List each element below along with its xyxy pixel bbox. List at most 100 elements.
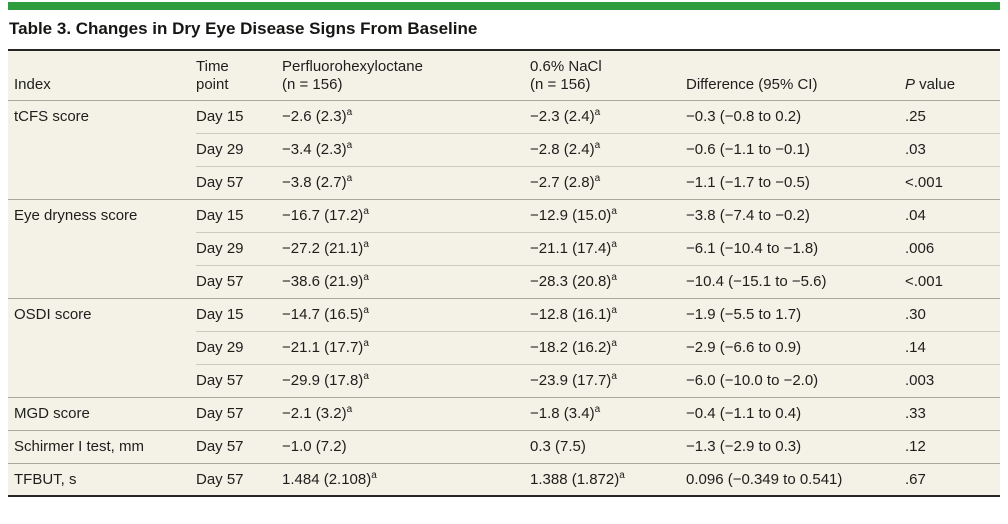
time-cell: Day 57 [196, 429, 282, 463]
table-row: MGD score Day 57 −2.1 (3.2)a −1.8 (3.4)a… [8, 396, 1000, 430]
footnote-marker: a [371, 469, 377, 481]
table-row: TFBUT, s Day 57 1.484 (2.108)a 1.388 (1.… [8, 462, 1000, 496]
footnote-marker: a [363, 272, 369, 283]
index-cell: MGD score [8, 396, 196, 430]
table-row: Day 29 −3.4 (2.3)a −2.8 (2.4)a −0.6 (−1.… [8, 132, 1000, 166]
time-cell: Day 15 [196, 99, 282, 133]
index-cell: TFBUT, s [8, 462, 196, 496]
nacl-value: −21.1 (17.4) [530, 240, 612, 257]
index-cell [8, 133, 196, 166]
footnote-marker: a [363, 305, 369, 316]
p-value-cell: .14 [905, 330, 1000, 364]
difference-cell: −6.0 (−10.0 to −2.0) [686, 363, 905, 397]
difference-cell: −1.1 (−1.7 to −0.5) [686, 165, 905, 199]
footnote-marker: a [611, 239, 617, 250]
table-row: OSDI score Day 15 −14.7 (16.5)a −12.8 (1… [8, 297, 1000, 331]
nacl-cell: −1.8 (3.4)a [530, 396, 686, 430]
difference-cell: −3.8 (−7.4 to −0.2) [686, 198, 905, 232]
header-line: Perfluorohexyloctane [282, 57, 423, 75]
nacl-value: −28.3 (20.8) [530, 273, 612, 290]
table-row: Day 57 −29.9 (17.8)a −23.9 (17.7)a −6.0 … [8, 363, 1000, 397]
difference-cell: −1.9 (−5.5 to 1.7) [686, 297, 905, 331]
p-value-cell: .03 [905, 132, 1000, 166]
column-header-time-point: Time point [196, 50, 282, 101]
footnote-marker: a [611, 272, 617, 283]
index-cell: tCFS score [8, 99, 196, 133]
footnote-marker: a [363, 239, 369, 250]
index-label: tCFS score [14, 108, 90, 126]
nacl-cell: −21.1 (17.4)a [530, 231, 686, 265]
pfho-cell: −2.6 (2.3)a [282, 99, 530, 133]
nacl-cell: −2.8 (2.4)a [530, 132, 686, 166]
table-row: tCFS score Day 15 −2.6 (2.3)a −2.3 (2.4)… [8, 99, 1000, 133]
pfho-value: −3.8 (2.7) [282, 174, 347, 191]
pfho-value: −38.6 (21.9) [282, 273, 364, 290]
p-rest: value [915, 75, 956, 93]
pfho-cell: −1.0 (7.2) [282, 429, 530, 463]
pfho-value: −27.2 (21.1) [282, 240, 364, 257]
footnote-marker: a [611, 206, 617, 217]
nacl-cell: −23.9 (17.7)a [530, 363, 686, 397]
pfho-value: −2.6 (2.3) [282, 108, 347, 125]
pfho-value: 1.484 (2.108) [282, 470, 372, 488]
footnote-marker: a [363, 338, 369, 349]
nacl-value: −1.8 (3.4) [530, 405, 595, 422]
nacl-cell: 1.388 (1.872)a [530, 462, 686, 496]
nacl-cell: −28.3 (20.8)a [530, 264, 686, 298]
pfho-cell: −14.7 (16.5)a [282, 297, 530, 331]
nacl-value: 1.388 (1.872) [530, 470, 620, 488]
pfho-cell: −38.6 (21.9)a [282, 264, 530, 298]
table-figure: Table 3. Changes in Dry Eye Disease Sign… [8, 2, 1000, 497]
difference-cell: −2.9 (−6.6 to 0.9) [686, 330, 905, 364]
index-label: Eye dryness score [14, 207, 138, 225]
pfho-cell: −29.9 (17.8)a [282, 363, 530, 397]
pfho-value: −14.7 (16.5) [282, 306, 364, 323]
table-row: Schirmer I test, mm Day 57 −1.0 (7.2) 0.… [8, 429, 1000, 463]
table-row: Day 57 −38.6 (21.9)a −28.3 (20.8)a −10.4… [8, 264, 1000, 298]
time-cell: Day 15 [196, 297, 282, 331]
p-value-cell: .25 [905, 99, 1000, 133]
p-italic: P [905, 75, 916, 93]
footnote-marker: a [346, 404, 353, 415]
header-row: Index Time point Perfluorohexyloctane (n =… [8, 50, 1000, 101]
header-line: Time [196, 57, 229, 75]
pfho-cell: −27.2 (21.1)a [282, 231, 530, 265]
column-header-nacl: 0.6% NaCl (n = 156) [530, 50, 686, 101]
difference-cell: −1.3 (−2.9 to 0.3) [686, 429, 905, 463]
time-cell: Day 57 [196, 396, 282, 430]
pfho-value: −3.4 (2.3) [282, 141, 347, 158]
difference-cell: −0.4 (−1.1 to 0.4) [686, 396, 905, 430]
p-value-cell: .33 [905, 396, 1000, 430]
time-cell: Day 15 [196, 198, 282, 232]
difference-cell: −0.3 (−0.8 to 0.2) [686, 99, 905, 133]
index-label: Schirmer I test, mm [14, 438, 145, 455]
p-value-cell: <.001 [905, 264, 1000, 298]
data-table: Index Time point Perfluorohexyloctane (n =… [8, 49, 1000, 497]
time-cell: Day 29 [196, 231, 282, 265]
time-cell: Day 57 [196, 264, 282, 298]
column-header-perfluorohexyloctane: Perfluorohexyloctane (n = 156) [282, 50, 530, 101]
pfho-cell: 1.484 (2.108)a [282, 462, 530, 496]
p-value-cell: <.001 [905, 165, 1000, 199]
header-line: 0.6% NaCl [530, 57, 602, 75]
pfho-value: −29.9 (17.8) [282, 372, 364, 389]
nacl-value: −12.8 (16.1) [530, 306, 612, 323]
pfho-cell: −2.1 (3.2)a [282, 396, 530, 430]
nacl-cell: 0.3 (7.5) [530, 429, 686, 463]
nacl-cell: −12.9 (15.0)a [530, 198, 686, 232]
nacl-value: −23.9 (17.7) [530, 372, 612, 389]
footnote-marker: a [346, 140, 353, 151]
index-cell: OSDI score [8, 297, 196, 331]
nacl-cell: −2.7 (2.8)a [530, 165, 686, 199]
index-cell [8, 364, 196, 397]
footnote-marker: a [611, 305, 617, 316]
pfho-value: −1.0 (7.2) [282, 438, 347, 455]
footnote-marker: a [346, 107, 353, 118]
nacl-value: −2.3 (2.4) [530, 108, 595, 125]
nacl-value: −18.2 (16.2) [530, 339, 612, 356]
difference-cell: 0.096 (−0.349 to 0.541) [686, 462, 905, 496]
time-cell: Day 57 [196, 165, 282, 199]
time-cell: Day 29 [196, 330, 282, 364]
nacl-cell: −12.8 (16.1)a [530, 297, 686, 331]
header-line: (n = 156) [282, 75, 343, 93]
